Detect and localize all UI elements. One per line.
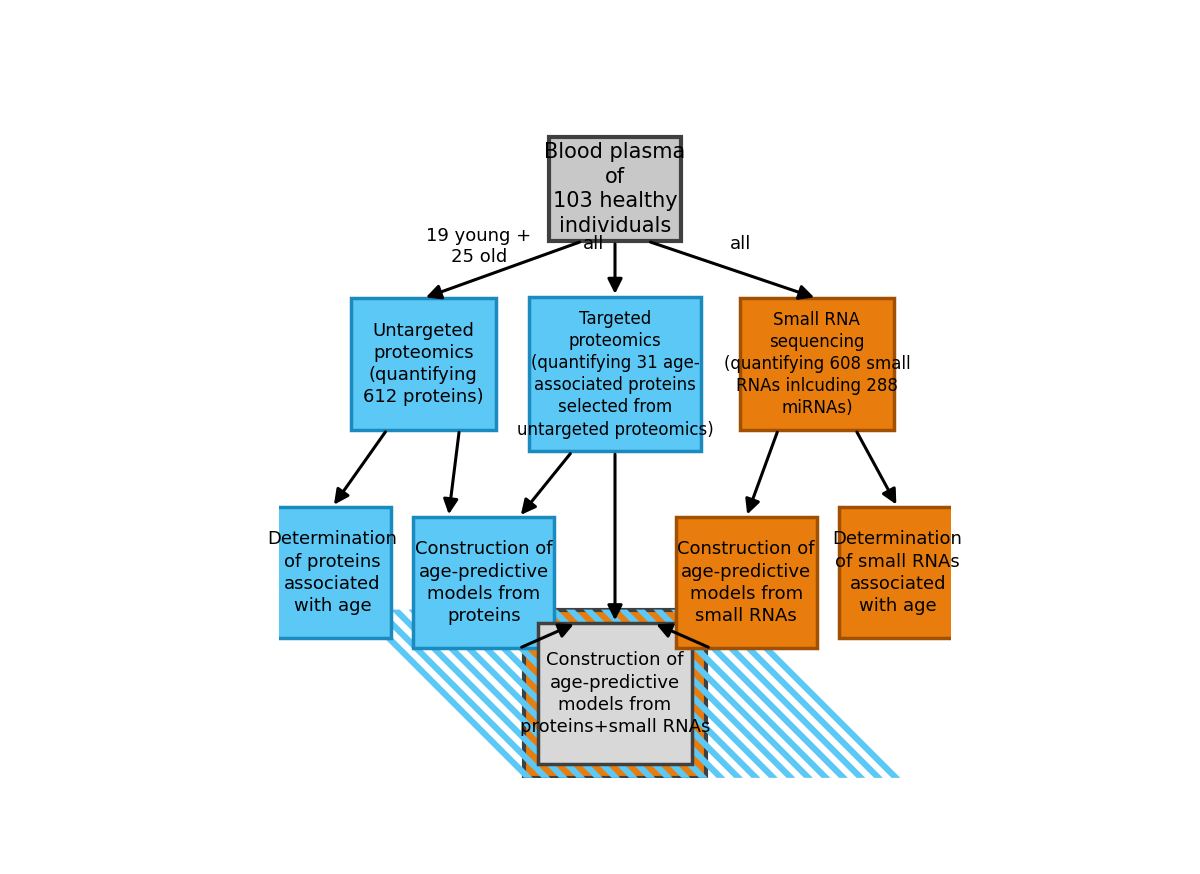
Polygon shape — [548, 610, 725, 778]
Polygon shape — [426, 610, 602, 778]
Polygon shape — [408, 610, 586, 778]
Text: Blood plasma
of
103 healthy
individuals: Blood plasma of 103 healthy individuals — [545, 142, 685, 236]
FancyBboxPatch shape — [550, 137, 680, 241]
Polygon shape — [461, 610, 638, 778]
Text: 19 young +
25 old: 19 young + 25 old — [426, 227, 532, 266]
Polygon shape — [514, 610, 690, 778]
FancyBboxPatch shape — [739, 298, 894, 430]
FancyBboxPatch shape — [413, 517, 554, 649]
FancyBboxPatch shape — [524, 610, 706, 778]
Polygon shape — [636, 610, 812, 778]
Polygon shape — [618, 610, 796, 778]
Polygon shape — [583, 610, 761, 778]
Polygon shape — [671, 610, 848, 778]
Polygon shape — [479, 610, 655, 778]
Polygon shape — [373, 610, 551, 778]
Polygon shape — [706, 610, 883, 778]
FancyBboxPatch shape — [350, 298, 496, 430]
Text: Untargeted
proteomics
(quantifying
612 proteins): Untargeted proteomics (quantifying 612 p… — [362, 322, 484, 406]
Polygon shape — [443, 610, 620, 778]
Text: Determination
of proteins
associated
with age: Determination of proteins associated wit… — [268, 531, 397, 615]
Polygon shape — [530, 610, 708, 778]
Polygon shape — [689, 610, 865, 778]
Text: Small RNA
sequencing
(quantifying 608 small
RNAs inlcuding 288
miRNAs): Small RNA sequencing (quantifying 608 sm… — [724, 310, 911, 418]
Polygon shape — [601, 610, 778, 778]
Text: Construction of
age-predictive
models from
proteins: Construction of age-predictive models fr… — [415, 540, 552, 625]
FancyBboxPatch shape — [274, 507, 391, 638]
Text: Construction of
age-predictive
models from
proteins+small RNAs: Construction of age-predictive models fr… — [520, 651, 710, 736]
FancyBboxPatch shape — [839, 507, 956, 638]
Polygon shape — [653, 610, 830, 778]
Text: Targeted
proteomics
(quantifying 31 age-
associated proteins
selected from
untar: Targeted proteomics (quantifying 31 age-… — [517, 309, 713, 439]
Polygon shape — [391, 610, 568, 778]
Polygon shape — [566, 610, 743, 778]
FancyBboxPatch shape — [529, 296, 701, 452]
Text: all: all — [730, 235, 751, 253]
Text: Determination
of small RNAs
associated
with age: Determination of small RNAs associated w… — [833, 531, 962, 615]
Polygon shape — [724, 610, 900, 778]
Polygon shape — [356, 610, 533, 778]
Text: all: all — [583, 235, 604, 253]
FancyBboxPatch shape — [538, 623, 692, 765]
Polygon shape — [496, 610, 673, 778]
FancyBboxPatch shape — [676, 517, 817, 649]
Text: Construction of
age-predictive
models from
small RNAs: Construction of age-predictive models fr… — [678, 540, 815, 625]
